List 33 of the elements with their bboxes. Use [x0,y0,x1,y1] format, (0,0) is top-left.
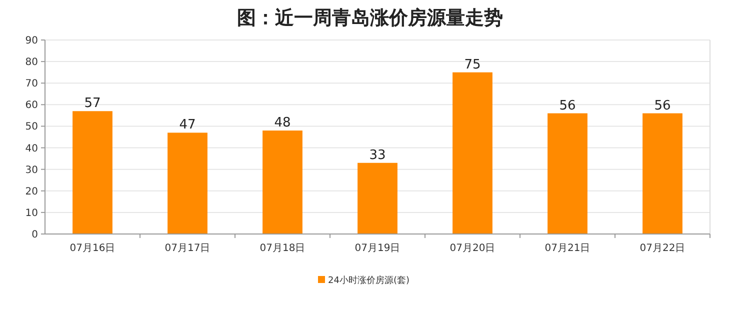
bar [548,113,588,234]
y-tick-label: 20 [25,186,38,198]
bar [642,113,682,234]
chart-title: 图：近一周青岛涨价房源量走势 [237,7,503,29]
data-label: 57 [84,96,101,112]
x-tick-label: 07月19日 [354,243,400,254]
bar [452,72,492,234]
y-tick-label: 50 [25,122,38,133]
y-tick-label: 0 [32,230,38,240]
y-tick-label: 80 [25,57,38,68]
y-tick-label: 70 [25,78,38,90]
data-label: 56 [654,98,671,114]
data-label: 75 [464,57,481,72]
bar [262,130,302,234]
data-label: 33 [369,148,386,163]
y-tick-label: 10 [25,208,38,219]
data-label: 56 [559,98,576,114]
x-tick-label: 07月17日 [164,243,210,254]
x-tick-label: 07月18日 [260,243,306,254]
data-label: 48 [274,116,291,131]
data-label: 47 [179,118,196,133]
x-tick-label: 07月16日 [70,243,116,254]
x-tick-label: 07月21日 [544,243,590,254]
x-tick-label: 07月22日 [640,243,686,254]
y-tick-label: 40 [25,143,38,154]
legend-label: 24小时涨价房源(套) [328,275,410,286]
y-tick-label: 60 [25,100,38,112]
y-tick-label: 90 [25,36,38,46]
bar [168,132,208,234]
bar [72,111,112,234]
y-tick-label: 30 [25,164,38,176]
bar [358,162,398,234]
x-tick-label: 07月20日 [450,243,496,254]
